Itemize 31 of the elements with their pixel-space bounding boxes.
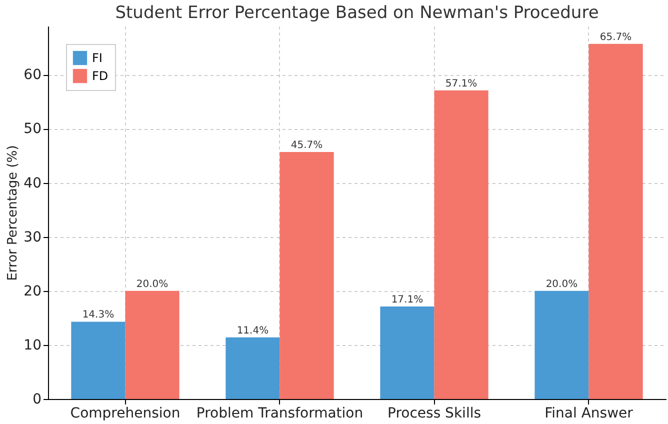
bar bbox=[534, 290, 589, 399]
data-label: 14.3% bbox=[82, 310, 114, 321]
x-tick-label: Comprehension bbox=[70, 406, 180, 422]
data-label: 17.1% bbox=[391, 294, 424, 306]
data-label: 20.0% bbox=[136, 278, 168, 290]
bar bbox=[434, 90, 488, 399]
data-label: 20.0% bbox=[546, 278, 578, 290]
bar bbox=[226, 337, 280, 399]
y-axis-title: Error Percentage (%) bbox=[6, 145, 21, 281]
y-tick-label: 50 bbox=[24, 121, 42, 138]
bar bbox=[380, 306, 434, 399]
x-tick-label: Problem Transformation bbox=[196, 406, 364, 422]
y-tick-label: 0 bbox=[32, 392, 42, 408]
y-tick-label: 40 bbox=[24, 175, 42, 192]
x-tick-label: Process Skills bbox=[387, 406, 482, 422]
y-tick-label: 10 bbox=[24, 337, 42, 354]
y-tick-label: 60 bbox=[24, 67, 42, 84]
data-label: 57.1% bbox=[445, 78, 478, 90]
x-tick-label: Final Answer bbox=[544, 406, 634, 422]
legend-label: FI bbox=[92, 51, 102, 65]
legend-label: FD bbox=[92, 69, 108, 83]
bar bbox=[71, 322, 126, 399]
data-label: 45.7% bbox=[290, 140, 323, 151]
data-label: 11.4% bbox=[236, 325, 269, 336]
chart-title: Student Error Percentage Based on Newman's Procedure bbox=[115, 3, 599, 23]
bar bbox=[280, 152, 334, 399]
data-label: 65.7% bbox=[600, 32, 632, 43]
y-tick-label: 20 bbox=[24, 283, 42, 300]
bar bbox=[125, 290, 180, 399]
y-tick-label: 30 bbox=[24, 229, 42, 246]
bar bbox=[588, 44, 643, 399]
